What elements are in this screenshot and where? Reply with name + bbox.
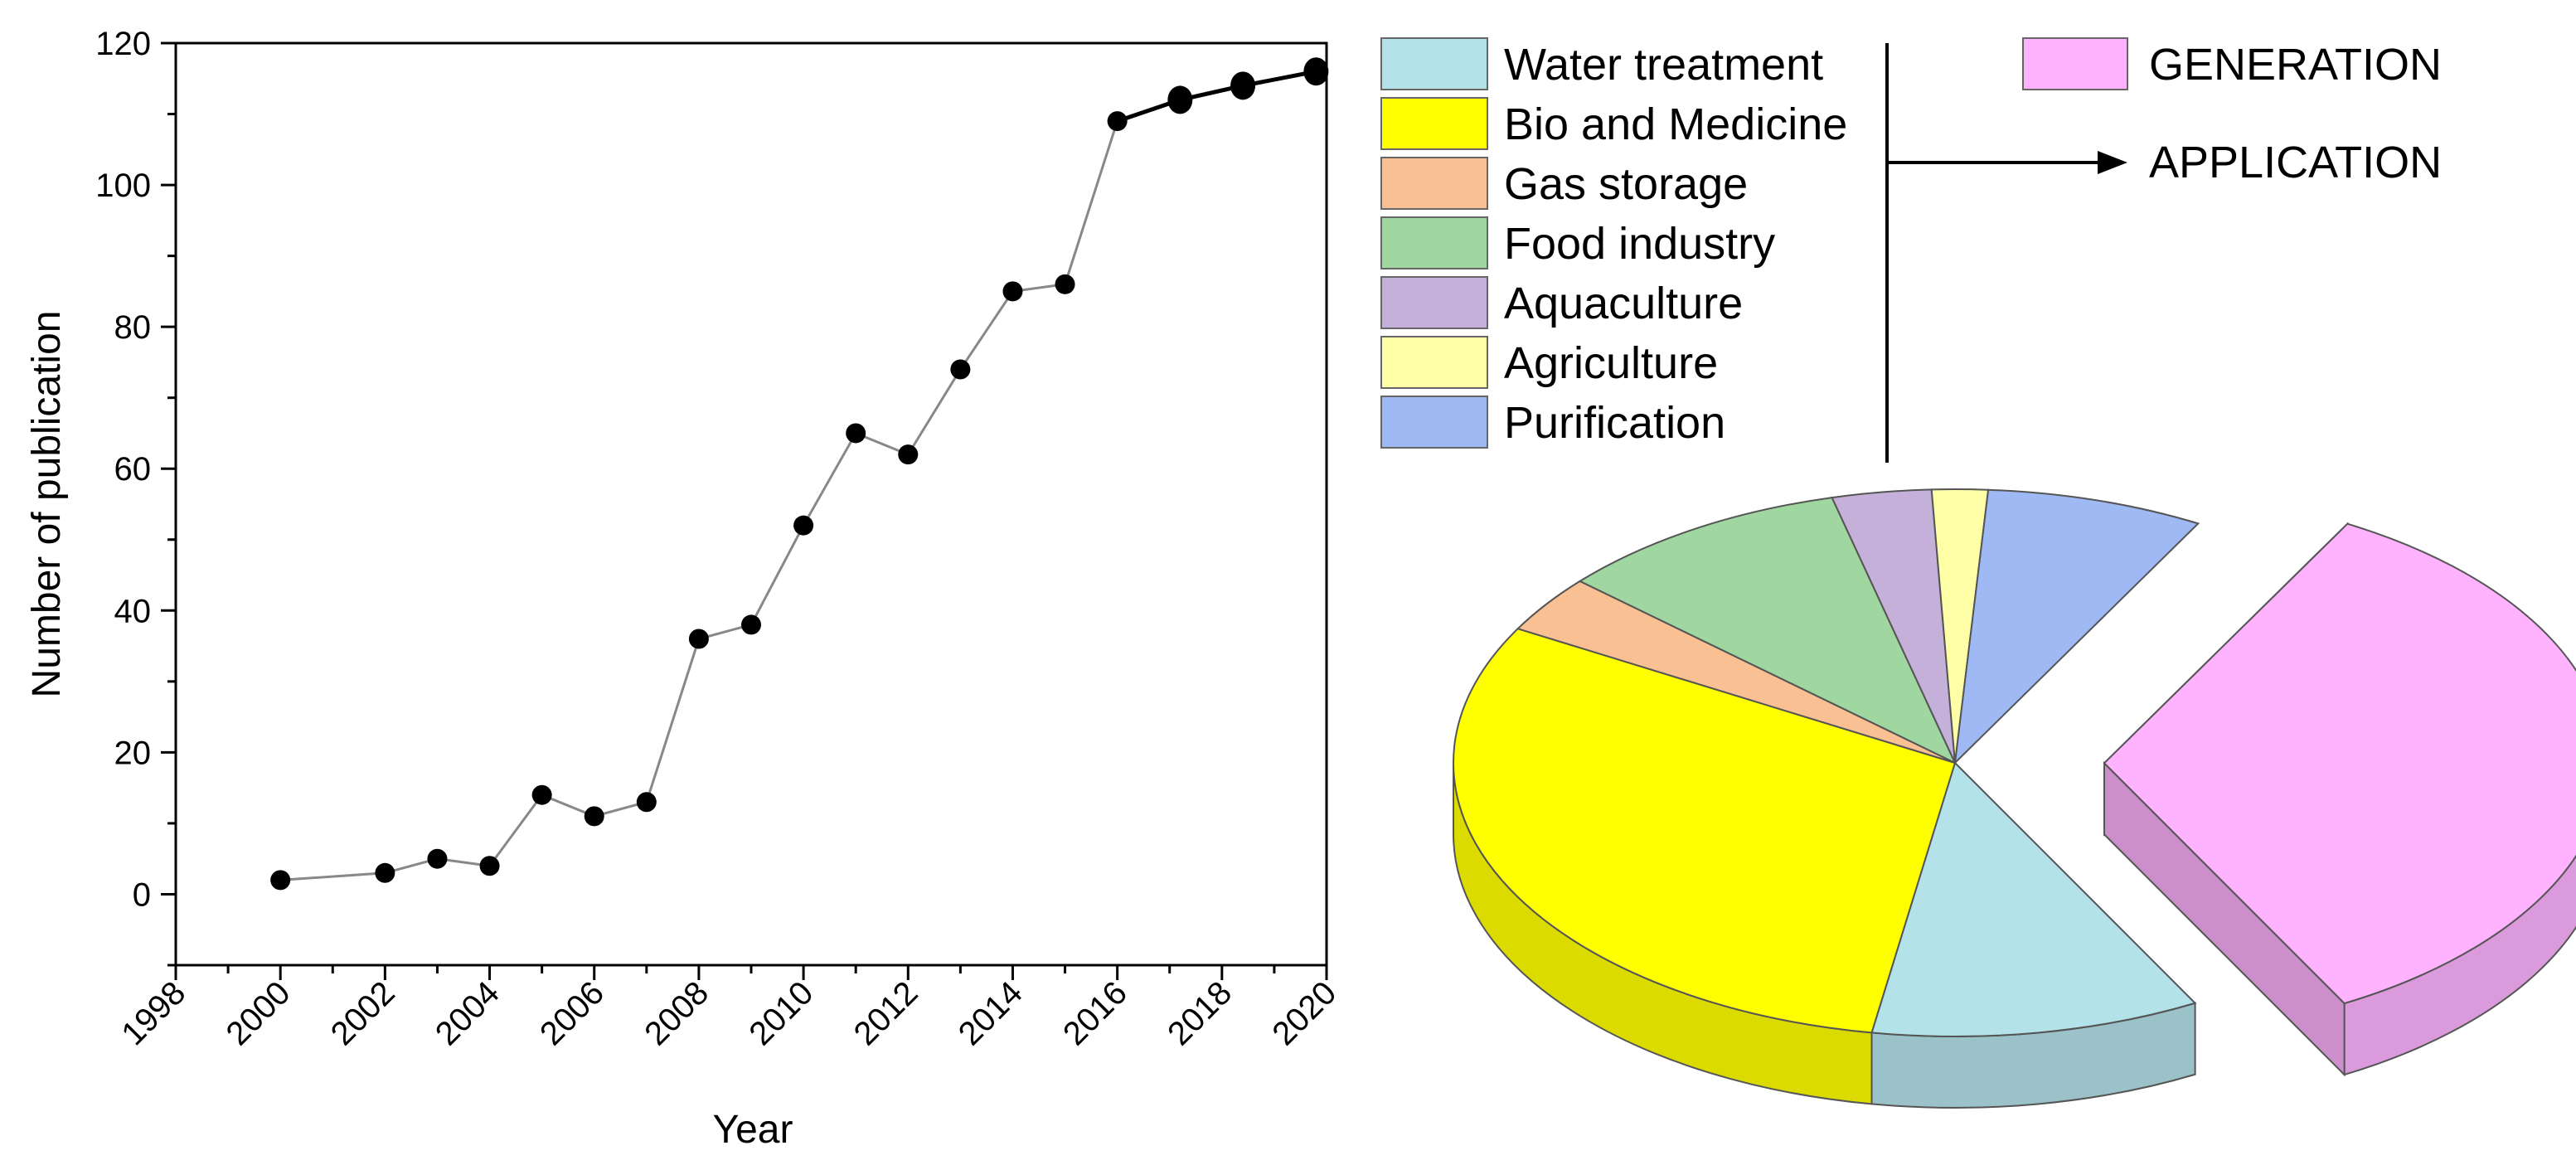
y-tick-label: 80	[114, 309, 152, 346]
data-point	[584, 806, 604, 827]
y-tick-label: 60	[114, 451, 152, 488]
pie-slice-bio-and-medicine	[1453, 628, 1957, 1034]
legend-swatch-water-treatment	[1380, 37, 1488, 90]
data-point	[479, 856, 500, 876]
data-point	[375, 862, 395, 883]
data-point	[1055, 274, 1075, 294]
data-point	[688, 629, 709, 649]
pie-slice-food-industry	[1578, 496, 1957, 765]
y-tick-label: 100	[95, 167, 151, 204]
legend-swatch-gas-storage	[1380, 157, 1488, 210]
x-tick-label: 2014	[952, 974, 1030, 1052]
legend-label-bio-and-medicine: Bio and Medicine	[1504, 100, 1847, 149]
pie-slice-purification	[1953, 488, 2200, 765]
x-tick-label: 2000	[220, 974, 298, 1052]
data-point	[741, 614, 761, 635]
y-axis-title: Number of publication	[25, 311, 69, 698]
x-tick-label: 2006	[533, 974, 611, 1052]
legend-swatch-aquaculture	[1380, 276, 1488, 329]
legend-label-water-treatment: Water treatment	[1504, 40, 1823, 90]
plot-frame	[174, 41, 1328, 967]
data-point	[270, 870, 291, 891]
y-tick-label: 0	[133, 876, 151, 913]
legend-swatch-purification	[1380, 396, 1488, 449]
generation-label: GENERATION	[2149, 40, 2442, 90]
x-tick-label: 2016	[1056, 974, 1134, 1052]
y-tick-label: 20	[114, 735, 152, 771]
x-tick-label: 1998	[114, 974, 192, 1052]
generation-swatch	[2022, 37, 2128, 90]
x-axis: 1998 2000 2002 2004 2006 2008 2010 2012 2014 2016…	[114, 965, 1343, 1052]
y-axis: 0 20 40 60 80 100 120	[95, 26, 176, 967]
data-point	[636, 792, 657, 813]
x-axis-title: Year	[713, 1108, 793, 1152]
x-tick-label: 2008	[638, 974, 716, 1052]
legend-swatch-agriculture	[1380, 336, 1488, 389]
data-point	[427, 848, 448, 869]
data-point	[950, 359, 971, 380]
legend-swatch-bio-and-medicine	[1380, 97, 1488, 150]
series-line-publications	[280, 120, 1119, 881]
legend-label-purification: Purification	[1504, 398, 1725, 448]
legend-label-agriculture: Agriculture	[1504, 338, 1718, 388]
data-point	[898, 444, 919, 465]
trend-point	[1230, 71, 1256, 100]
x-tick-label: 2002	[324, 974, 402, 1052]
x-tick-label: 2012	[847, 974, 925, 1052]
line-chart: 1998 2000 2002 2004 2006 2008 2010 2012 2014 2016…	[25, 26, 1343, 1152]
data-point	[793, 515, 814, 536]
application-label: APPLICATION	[2149, 138, 2442, 187]
y-tick-label: 120	[95, 26, 151, 62]
legend-label-food-industry: Food industry	[1504, 219, 1775, 269]
x-tick-label: 2004	[429, 974, 507, 1052]
series-layer	[270, 57, 1329, 891]
application-arrow-head	[2098, 151, 2127, 174]
pie-slice-generation	[2103, 522, 2576, 1005]
series-line-trend	[1116, 69, 1317, 124]
trend-point	[1303, 57, 1329, 86]
y-tick-label: 40	[114, 593, 152, 629]
pie-slice-water-treatment	[1870, 761, 2197, 1038]
data-point	[846, 423, 866, 444]
legend-label-aquaculture: Aquaculture	[1504, 279, 1743, 328]
data-point	[1002, 281, 1023, 302]
x-tick-label: 2020	[1265, 974, 1343, 1052]
pie-chart: Water treatment Bio and Medicine Gas stora…	[1380, 37, 2576, 1109]
legend-label-gas-storage: Gas storage	[1504, 159, 1748, 209]
data-point	[531, 784, 552, 805]
pie-layer	[1453, 488, 2576, 1109]
trend-point	[1167, 85, 1193, 114]
legend: Water treatment Bio and Medicine Gas stora…	[1380, 37, 1847, 449]
legend-swatch-food-industry	[1380, 216, 1488, 269]
x-tick-label: 2010	[742, 974, 820, 1052]
x-tick-label: 2018	[1161, 974, 1239, 1052]
